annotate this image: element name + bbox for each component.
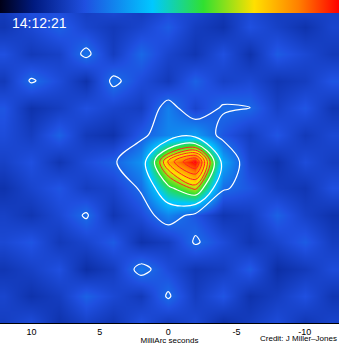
svg-text:14:12:21: 14:12:21 — [12, 15, 67, 31]
svg-text:-5: -5 — [232, 327, 240, 337]
svg-text:-10: -10 — [298, 327, 311, 337]
svg-text:10: 10 — [26, 327, 36, 337]
svg-text:MilliArc seconds: MilliArc seconds — [141, 336, 199, 345]
svg-text:5: 5 — [97, 327, 102, 337]
svg-text:Credit: J Miller–Jones: Credit: J Miller–Jones — [260, 334, 337, 343]
svg-text:0: 0 — [166, 327, 171, 337]
